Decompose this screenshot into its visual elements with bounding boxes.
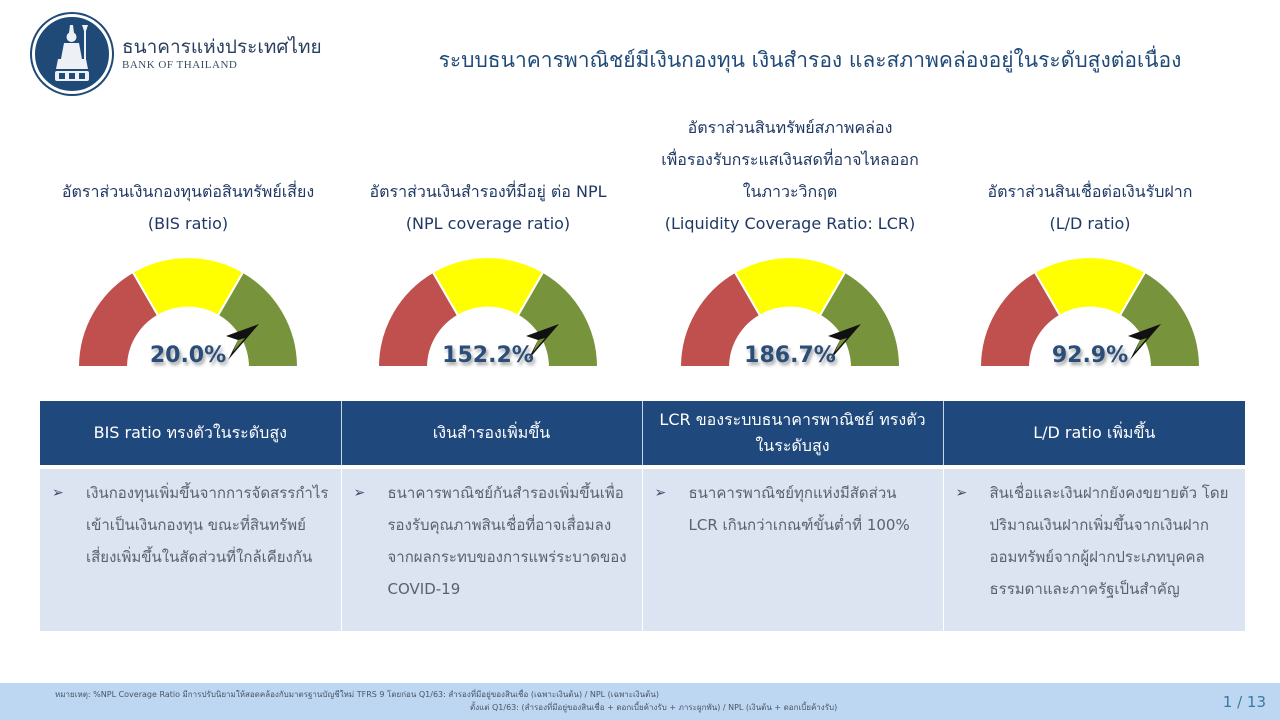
arrow-bullet-icon: ➢: [955, 485, 968, 501]
column-header-reserves: เงินสำรองเพิ่มขึ้น: [341, 401, 643, 467]
table-cell: ➢ เงินกองทุนเพิ่มขึ้นจากการจัดสรรกำไรเข้…: [40, 465, 342, 631]
summary-table: BIS ratio ทรงตัวในระดับสูง เงินสำรองเพิ่…: [40, 401, 1245, 631]
gauge-title: อัตราส่วนเงินสำรองที่มีอยู่ ต่อ NPL (NPL…: [369, 182, 607, 233]
arrow-pointer-icon: [526, 324, 559, 360]
logo-english-name: BANK OF THAILAND: [122, 59, 238, 71]
gauge-title: อัตราส่วนเงินกองทุนต่อสินทรัพย์เสี่ยง (B…: [61, 182, 315, 233]
page-number: 1 / 13: [1222, 693, 1266, 711]
arrow-bullet-icon: ➢: [52, 485, 64, 501]
gauge-value: 20.0%: [149, 343, 227, 368]
gauge-value: 92.9%: [1051, 343, 1129, 368]
gauge-dial: [678, 256, 902, 368]
gauge-title: อัตราส่วนสินเชื่อต่อเงินรับฝาก (L/D rati…: [987, 182, 1193, 233]
gauge-value: 186.7%: [744, 343, 836, 368]
column-header-lcr: LCR ของระบบธนาคารพาณิชย์ ทรงตัวในระดับสู…: [642, 401, 944, 467]
arrow-bullet-icon: ➢: [654, 485, 667, 501]
gauge-dial: [76, 256, 300, 368]
gauge-ld-ratio: อัตราส่วนสินเชื่อต่อเงินรับฝาก (L/D rati…: [940, 110, 1240, 372]
gauge-bis-ratio: อัตราส่วนเงินกองทุนต่อสินทรัพย์เสี่ยง (B…: [38, 110, 338, 372]
arrow-bullet-icon: ➢: [353, 485, 366, 501]
footnote: หมายเหตุ: %NPL Coverage Ratio มีการปรับน…: [55, 690, 838, 712]
bot-logo: ธนาคารแห่งประเทศไทย BANK OF THAILAND: [32, 14, 322, 94]
table-cell: ➢ ธนาคารพาณิชย์ทุกแห่งมีสัดส่วน LCR เกิน…: [642, 465, 944, 631]
column-header-bis: BIS ratio ทรงตัวในระดับสูง: [40, 401, 342, 467]
gauge-lcr: อัตราส่วนสินทรัพย์สภาพคล่อง เพื่อรองรับก…: [640, 110, 940, 372]
page-title: ระบบธนาคารพาณิชย์มีเงินกองทุน เงินสำรอง …: [438, 48, 1182, 72]
logo-thai-name: ธนาคารแห่งประเทศไทย: [122, 37, 322, 58]
gauge-value: 152.2%: [442, 343, 534, 368]
footer-bar: หมายเหตุ: %NPL Coverage Ratio มีการปรับน…: [0, 683, 1280, 720]
arrow-pointer-icon: [226, 324, 259, 360]
bot-seal-icon: [32, 14, 112, 94]
table-cell: ➢ สินเชื่อและเงินฝากยังคงขยายตัว โดยปริม…: [943, 465, 1245, 631]
gauge-npl-coverage: อัตราส่วนเงินสำรองที่มีอยู่ ต่อ NPL (NPL…: [338, 110, 638, 372]
table-row: ➢ เงินกองทุนเพิ่มขึ้นจากการจัดสรรกำไรเข้…: [40, 465, 1245, 631]
gauge-title: อัตราส่วนสินทรัพย์สภาพคล่อง เพื่อรองรับก…: [661, 118, 919, 233]
arrow-pointer-icon: [828, 324, 861, 360]
gauge-dial: [978, 256, 1202, 368]
gauge-dial: [376, 256, 600, 368]
table-cell: ➢ ธนาคารพาณิชย์กันสำรองเพิ่มขึ้นเพื่อรอง…: [341, 465, 643, 631]
arrow-pointer-icon: [1128, 324, 1161, 360]
column-header-ld: L/D ratio เพิ่มขึ้น: [943, 401, 1245, 467]
